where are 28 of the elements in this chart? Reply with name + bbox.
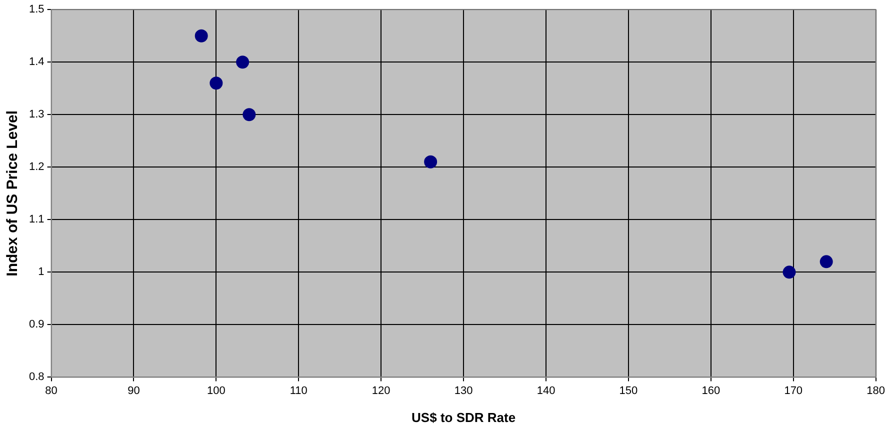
x-tick-label: 120	[372, 384, 390, 397]
point	[782, 266, 796, 279]
y-tick-label: 1.2	[28, 161, 44, 174]
x-tick-label: 170	[784, 384, 803, 397]
x-tick-label: 90	[128, 384, 140, 397]
point	[424, 155, 438, 168]
x-tick-label: 80	[45, 384, 58, 397]
x-axis-title: US$ to SDR Rate	[412, 410, 516, 425]
x-tick-label: 100	[207, 384, 226, 397]
x-tick-label: 110	[290, 384, 308, 397]
x-tick-label: 180	[866, 384, 886, 397]
point	[236, 56, 250, 69]
y-tick-label: 0.9	[28, 318, 44, 331]
y-tick-label: 1	[38, 266, 44, 278]
y-tick-label: 1.1	[28, 214, 44, 226]
x-tick-label: 150	[619, 384, 638, 397]
y-tick-label: 0.8	[28, 371, 44, 384]
point	[194, 29, 208, 42]
x-tick-label: 140	[536, 384, 556, 397]
x-tick-label: 130	[454, 384, 473, 397]
y-axis-title: Index of US Price Level	[4, 110, 22, 276]
point	[210, 76, 223, 90]
point	[242, 108, 256, 122]
x-tick-label: 160	[702, 384, 720, 397]
y-tick-label: 1.3	[28, 108, 44, 121]
point	[820, 255, 833, 268]
y-tick-label: 1.5	[28, 4, 44, 16]
y-tick-label: 1.4	[28, 56, 44, 68]
